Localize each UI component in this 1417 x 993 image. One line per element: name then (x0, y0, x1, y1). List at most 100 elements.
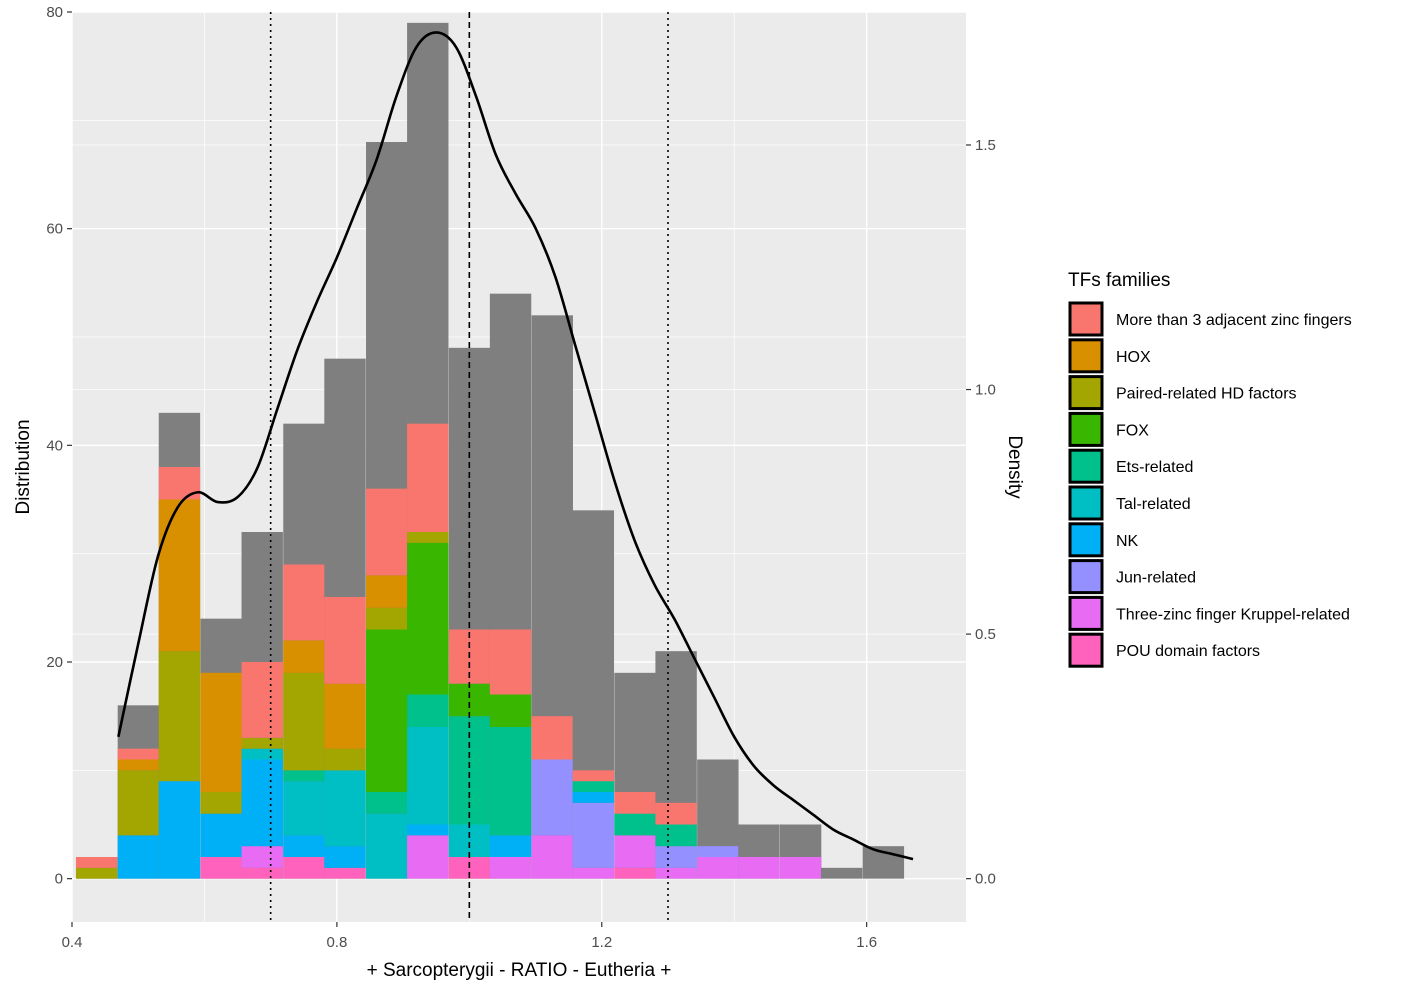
histogram-bar-segment (779, 857, 822, 879)
legend-label: Three-zinc finger Kruppel-related (1116, 606, 1350, 623)
histogram-bar-segment (655, 824, 697, 847)
histogram-bar-segment (572, 770, 615, 782)
x-tick-label: 0.4 (62, 934, 83, 951)
histogram-bar-segment (738, 857, 780, 879)
histogram-bar-segment (366, 575, 408, 608)
legend-label: More than 3 adjacent zinc fingers (1116, 312, 1352, 329)
histogram-bar-segment (572, 802, 615, 868)
legend-label: NK (1116, 533, 1139, 550)
x-tick-label: 1.6 (856, 934, 877, 951)
histogram-bar-segment (572, 867, 615, 879)
histogram-bar-segment (200, 792, 242, 814)
histogram-bar-segment (655, 867, 697, 879)
legend-swatch (1068, 411, 1104, 447)
histogram-bar-segment (448, 824, 491, 857)
reference-lines (269, 12, 669, 922)
histogram-bar-segment (283, 781, 325, 836)
legend-swatch (1068, 485, 1104, 521)
x-tick-label: 0.8 (326, 934, 347, 951)
histogram-bar-segment (489, 694, 532, 727)
legend-label: HOX (1116, 349, 1151, 366)
histogram-bar-segment (117, 759, 160, 771)
histogram-bar-segment (324, 597, 366, 684)
legend-swatch (1068, 301, 1104, 337)
histogram-bar-segment (614, 792, 656, 814)
y2-tick-label: 0.0 (975, 871, 996, 888)
histogram-bar-segment (572, 792, 615, 803)
histogram-bar-segment (283, 857, 325, 879)
histogram-bar-segment (655, 846, 697, 868)
legend-label: Jun-related (1116, 570, 1196, 587)
legend-label: Ets-related (1116, 459, 1193, 476)
histogram-bar-segment (158, 651, 201, 782)
histogram-bar-segment (200, 857, 242, 879)
histogram-bar-segment (117, 748, 160, 760)
legend-swatch (1068, 595, 1104, 631)
histogram-bar-segment (324, 867, 366, 879)
y-tick-label: 80 (46, 4, 63, 21)
histogram-bar-segment (655, 802, 697, 825)
histogram-bar-segment (241, 846, 283, 868)
legend-swatch (1068, 448, 1104, 484)
histogram-bar-segment (241, 737, 283, 749)
legend-swatch (1068, 632, 1104, 668)
histogram-bar-segment (241, 748, 283, 760)
legend: TFs families More than 3 adjacent zinc f… (1068, 270, 1352, 668)
histogram-bar-segment (489, 835, 532, 857)
histogram-bar-segment (697, 857, 739, 879)
legend-label: Tal-related (1116, 496, 1191, 513)
histogram-bar-segment (366, 813, 408, 879)
histogram-bar-segment (283, 672, 325, 771)
histogram-bar-segment (75, 857, 118, 868)
legend-swatch (1068, 375, 1104, 411)
histogram-bar-segment (158, 467, 201, 500)
histogram-bar-segment (407, 423, 449, 532)
y2-tick-label: 1.5 (975, 137, 996, 154)
histogram-bar-segment (366, 607, 408, 630)
y-tick-label: 20 (46, 654, 63, 671)
histogram-bar-segment (407, 694, 449, 727)
histogram-bar-segment (366, 488, 408, 576)
histogram-bar-segment (614, 813, 656, 836)
histogram-bar-segment (241, 867, 283, 879)
histogram-bar-segment (158, 499, 201, 652)
legend-label: FOX (1116, 422, 1149, 439)
histogram-bar-segment (283, 640, 325, 673)
histogram-bar-segment (200, 813, 242, 857)
y-axis-title: Distribution (13, 419, 34, 514)
histogram-bar-segment (366, 629, 408, 792)
density-curve (117, 31, 914, 861)
legend-swatch (1068, 522, 1104, 558)
legend-swatch (1068, 559, 1104, 595)
x-tick-label: 1.2 (591, 934, 612, 951)
histogram-bar-segment (697, 846, 739, 857)
secondary-y-axis-title: Density (1004, 435, 1025, 499)
histogram-bar-segment (200, 672, 242, 792)
histogram-bar-segment (448, 683, 491, 717)
histogram-bar-segment (531, 835, 573, 879)
legend-title: TFs families (1068, 270, 1170, 291)
histogram-bar-segment (283, 564, 325, 641)
histogram-bar-segment (117, 835, 160, 879)
histogram-bar-segment (489, 727, 532, 836)
histogram-bar-segment (324, 770, 366, 847)
x-axis-title: + Sarcopterygii - RATIO - Eutheria + (367, 960, 672, 981)
legend-label: POU domain factors (1116, 643, 1260, 660)
histogram-bar-segment (75, 867, 118, 879)
histogram-bar-segment (489, 857, 532, 879)
histogram-bar-segment (614, 867, 656, 879)
histogram-bar-segment (324, 683, 366, 749)
histogram-bar-segment (489, 629, 532, 695)
histogram-bar-segment (158, 781, 201, 879)
y2-tick-label: 0.5 (975, 626, 996, 643)
histogram-bar-segment (407, 727, 449, 825)
y-tick-label: 0 (55, 871, 63, 888)
histogram-bar-segment (324, 846, 366, 868)
axes: 0.4 0.8 1.2 1.6 0 20 40 60 80 0.0 0.5 1.0 1.5 (46, 4, 996, 951)
histogram-bar-segment (572, 781, 615, 792)
histogram-bar-segment (531, 759, 573, 836)
histogram-bar-segment (283, 835, 325, 857)
legend-label: Paired-related HD factors (1116, 386, 1297, 403)
histogram-bar-segment (283, 770, 325, 782)
